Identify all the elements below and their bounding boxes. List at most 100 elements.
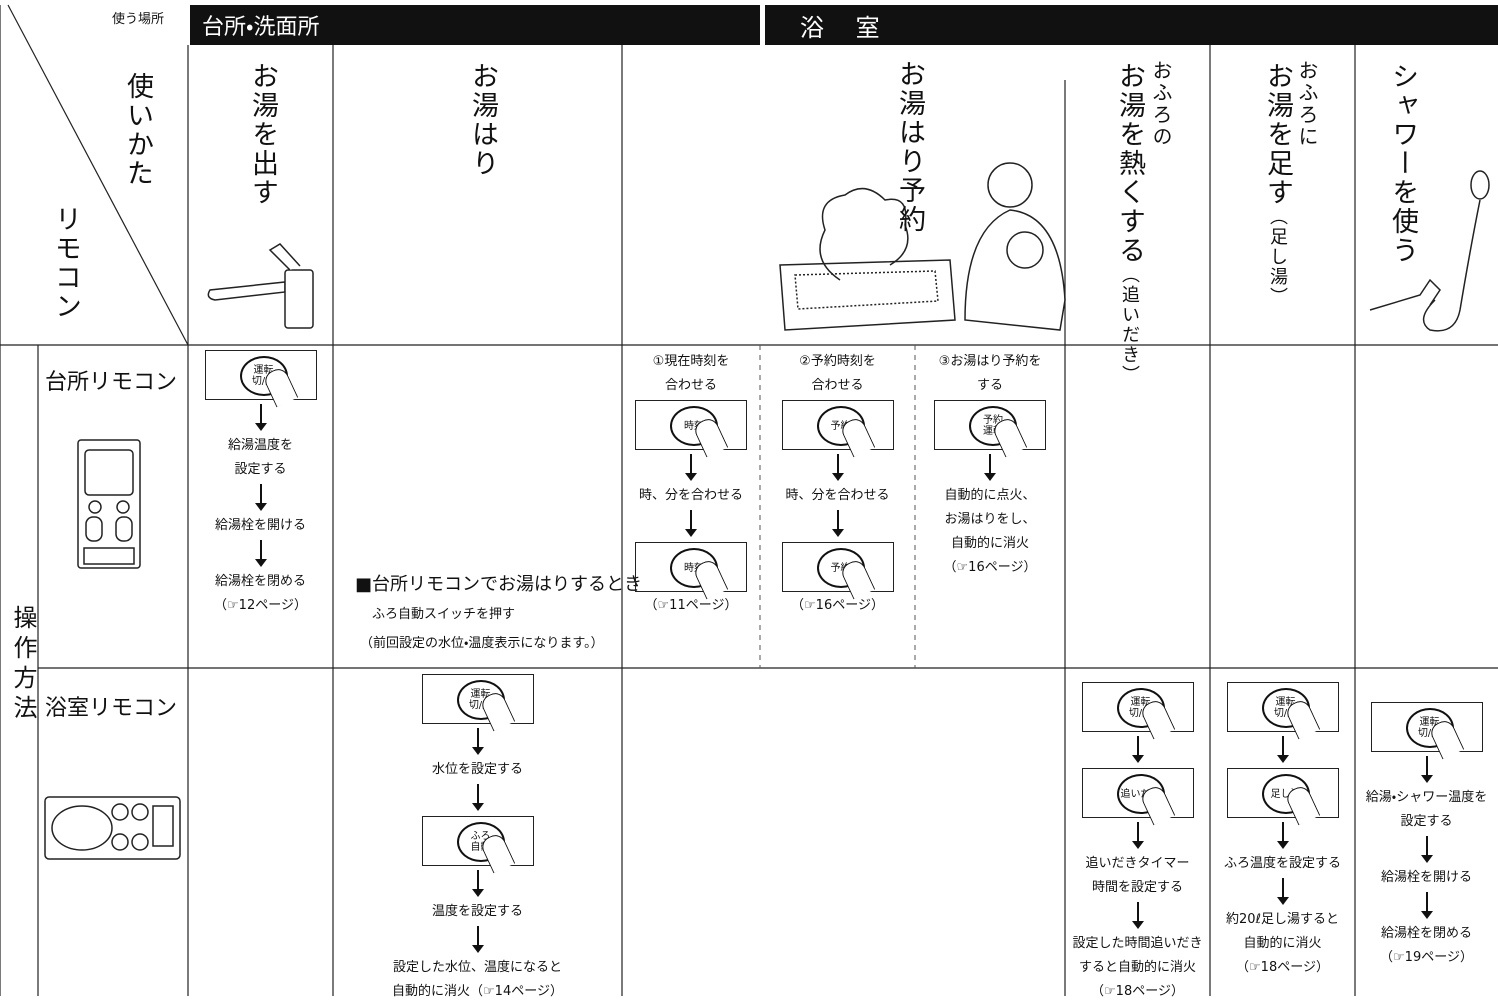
remote-button: 予約 運転 [934, 400, 1046, 458]
button-label: 予約 [983, 415, 1003, 426]
title-text: お湯を熱くする [1114, 62, 1145, 265]
usage-label: 使いかた [122, 72, 153, 188]
page-ref: （☞18ページ） [1091, 984, 1184, 999]
remote-button: 運転 切/入 [1226, 682, 1339, 740]
step-cell: ②予約時刻を 合わせる 予約 時、分を合わせる 予約 （☞16ページ） [760, 350, 915, 618]
step-text: 給湯栓を開ける [1380, 870, 1472, 885]
step-text: 自動的に消火 [1243, 936, 1322, 951]
step-text: 時間を設定する [1091, 880, 1183, 895]
arrow [1420, 836, 1433, 863]
page-ref: （☞11ページ） [644, 598, 738, 613]
step-cell: ③お湯はり予約を する 予約 運転 自動的に点火、 お湯はりをし、 自動的に消火 （☞16ペー… [915, 350, 1065, 580]
arrow [471, 870, 484, 897]
button-label: 追いだき [1120, 788, 1161, 800]
arrow [471, 784, 484, 811]
step-text: 温度を設定する [431, 904, 523, 919]
shower-illustration [1369, 170, 1490, 332]
step-text: 自動的に消火（☞14ページ） [392, 984, 563, 999]
remote-button: 追いだき [1081, 768, 1194, 826]
remote-button: 予約 [781, 400, 894, 458]
step-heading: 合わせる [664, 378, 717, 393]
step-cell: 運転 切/入追いだき追いだきタイマー 時間を設定する設定した時間追いだき すると自動的… [1065, 680, 1210, 1004]
button-label: 切/入 [251, 376, 276, 387]
remote-button: 運転 切/入 [204, 350, 317, 408]
arrow [471, 926, 484, 953]
arrow [254, 540, 267, 567]
faucet-illustration [207, 243, 314, 329]
button-label: 運転 [470, 689, 491, 700]
step-heading: ①現在時刻を [652, 354, 730, 369]
arrow [1131, 902, 1144, 929]
button-label: 運転 [253, 365, 274, 376]
step-text: 追いだきタイマー [1085, 856, 1190, 871]
step-text: 給湯温度を [227, 438, 293, 453]
button-label: 切/入 [1273, 708, 1298, 719]
step-heading: ②予約時刻を [799, 354, 876, 369]
column-title: お湯を熱くする（追いだき） [1110, 62, 1149, 385]
arrow [1131, 736, 1144, 763]
remote-button: 運転 切/入 [1370, 702, 1483, 760]
step-heading: 合わせる [811, 378, 864, 393]
column-pre: おふろに [1295, 60, 1319, 148]
step-text: 給湯栓を閉める [1380, 926, 1472, 941]
step-text: 設定する [234, 462, 287, 477]
row-label: 浴室リモコン [45, 696, 178, 721]
page-ref: （☞12ページ） [214, 598, 307, 613]
remote-button: 運転 切/入 [421, 674, 534, 732]
button-label: 切/入 [1417, 728, 1442, 739]
arrow [831, 510, 844, 537]
step-heading: する [976, 378, 1003, 393]
arrow [1131, 822, 1144, 849]
step-text: ふろ温度を設定する [1223, 856, 1341, 871]
arrow [254, 484, 267, 511]
button-label: 運転 [1419, 717, 1440, 728]
fill-note-line: ふろ自動スイッチを押す [372, 607, 516, 622]
step-cell: 運転 切/入 水位を設定する ふろ 自動 温度を設定する 設定した水位、温度になると 自動的に… [333, 672, 622, 1004]
button-label: 自動 [470, 842, 491, 853]
column-pre: おふろの [1149, 60, 1173, 148]
step-text: 時、分を合わせる [638, 488, 743, 503]
remote-button: 時刻 [635, 400, 747, 458]
place-label: 使う場所 [112, 12, 165, 27]
button-label: ふろ [470, 831, 491, 842]
step-cell: 運転 切/入給湯・シャワー温度を 設定する給湯栓を開ける 給湯栓を閉める （☞19ページ… [1355, 700, 1498, 970]
fill-note-line: （前回設定の水位・温度表示になります。） [360, 636, 604, 651]
remote-button: ふろ 自動 [421, 816, 534, 874]
column-title: お湯を出す [247, 62, 278, 207]
button-label: 切/入 [468, 700, 493, 711]
remote-button: 予約 [781, 542, 894, 600]
step-text: お湯はりをし、 [944, 512, 1036, 527]
kitchen-remote-illustration [77, 439, 141, 569]
step-text: 設定する [1400, 814, 1453, 829]
remote-label: リモコン [50, 205, 81, 321]
step-text: 設定した時間追いだき [1072, 936, 1203, 951]
step-text: 給湯・シャワー温度を [1365, 790, 1488, 805]
arrow [1276, 878, 1289, 905]
remote-button: 時刻 [635, 542, 747, 600]
step-text: すると自動的に消火 [1078, 960, 1196, 975]
kitchen-header: 台所・洗面所 [190, 5, 760, 45]
bath-illustration [779, 162, 1066, 331]
side-label: 操作方法 [9, 605, 37, 725]
button-label: 時刻 [684, 562, 704, 574]
button-label: 運転 [1275, 697, 1296, 708]
step-text: 給湯栓を閉める [214, 574, 306, 589]
step-cell: ①現在時刻を 合わせる 時刻 時、分を合わせる 時刻 （☞11ページ） [622, 350, 760, 618]
page-ref: （☞16ページ） [791, 598, 884, 613]
step-cell: 運転 切/入 足し湯 ふろ温度を設定する 約20ℓ足し湯すると 自動的に消火 （☞18ページ… [1210, 680, 1355, 980]
button-label: 予約 [830, 420, 851, 432]
bath-remote-illustration [44, 796, 181, 860]
step-text: 時、分を合わせる [785, 488, 890, 503]
fill-note-heading: ■台所リモコンでお湯はりするとき [355, 574, 643, 595]
remote-button: 足し湯 [1226, 768, 1339, 826]
title-note: （足し湯） [1267, 207, 1288, 307]
remote-button: 運転 切/入 [1081, 682, 1194, 740]
arrow [685, 510, 697, 537]
row-label: 台所リモコン [45, 370, 178, 395]
step-text: 約20ℓ足し湯すると [1226, 912, 1339, 927]
page-ref: （☞19ページ） [1380, 950, 1473, 965]
arrow [1420, 756, 1433, 783]
bath-header: 浴 室 [765, 5, 1498, 45]
arrow [1276, 736, 1289, 763]
